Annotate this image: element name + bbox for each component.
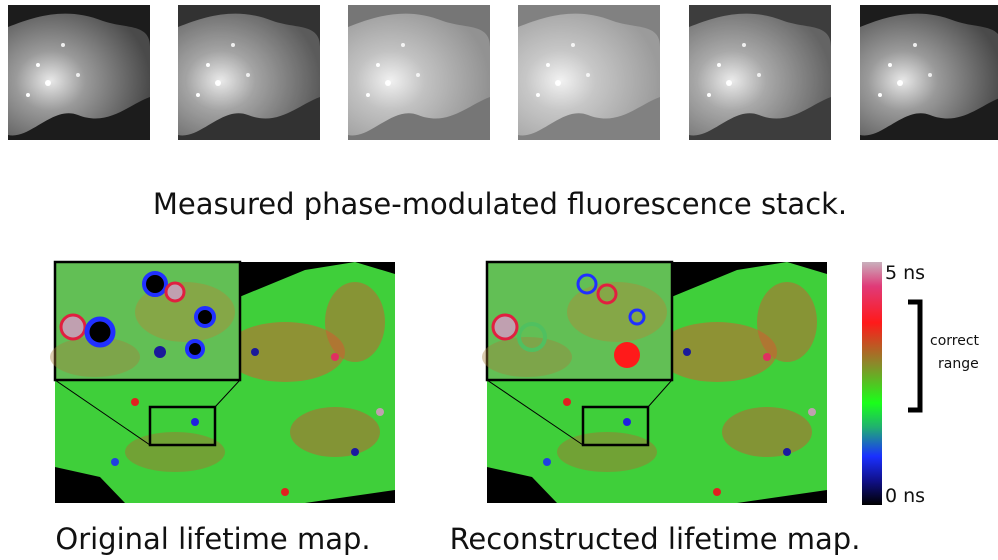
colorbar-max-label: 5 ns (885, 262, 925, 284)
stack-frame (860, 5, 998, 140)
stack-frame (689, 5, 831, 140)
colorbar-min-label: 0 ns (885, 485, 925, 507)
figure: Measured phase-modulated fluorescence st… (0, 0, 998, 560)
stack-caption: Measured phase-modulated fluorescence st… (153, 187, 847, 221)
colorbar: 5 ns 0 ns correct range (862, 262, 980, 507)
range-bracket (908, 302, 920, 410)
image-stack (8, 5, 998, 140)
reconstructed-map (482, 262, 827, 503)
stack-frame (518, 5, 660, 140)
colorbar-gradient (862, 262, 882, 505)
map-caption: Original lifetime map. (55, 522, 370, 556)
stack-frame (178, 5, 320, 140)
bracket-label: range (938, 356, 979, 372)
original-map (50, 262, 395, 503)
bracket-label: correct (930, 333, 980, 349)
stack-frame (348, 5, 490, 140)
map-caption: Reconstructed lifetime map. (450, 522, 861, 556)
stack-frame (8, 5, 150, 140)
